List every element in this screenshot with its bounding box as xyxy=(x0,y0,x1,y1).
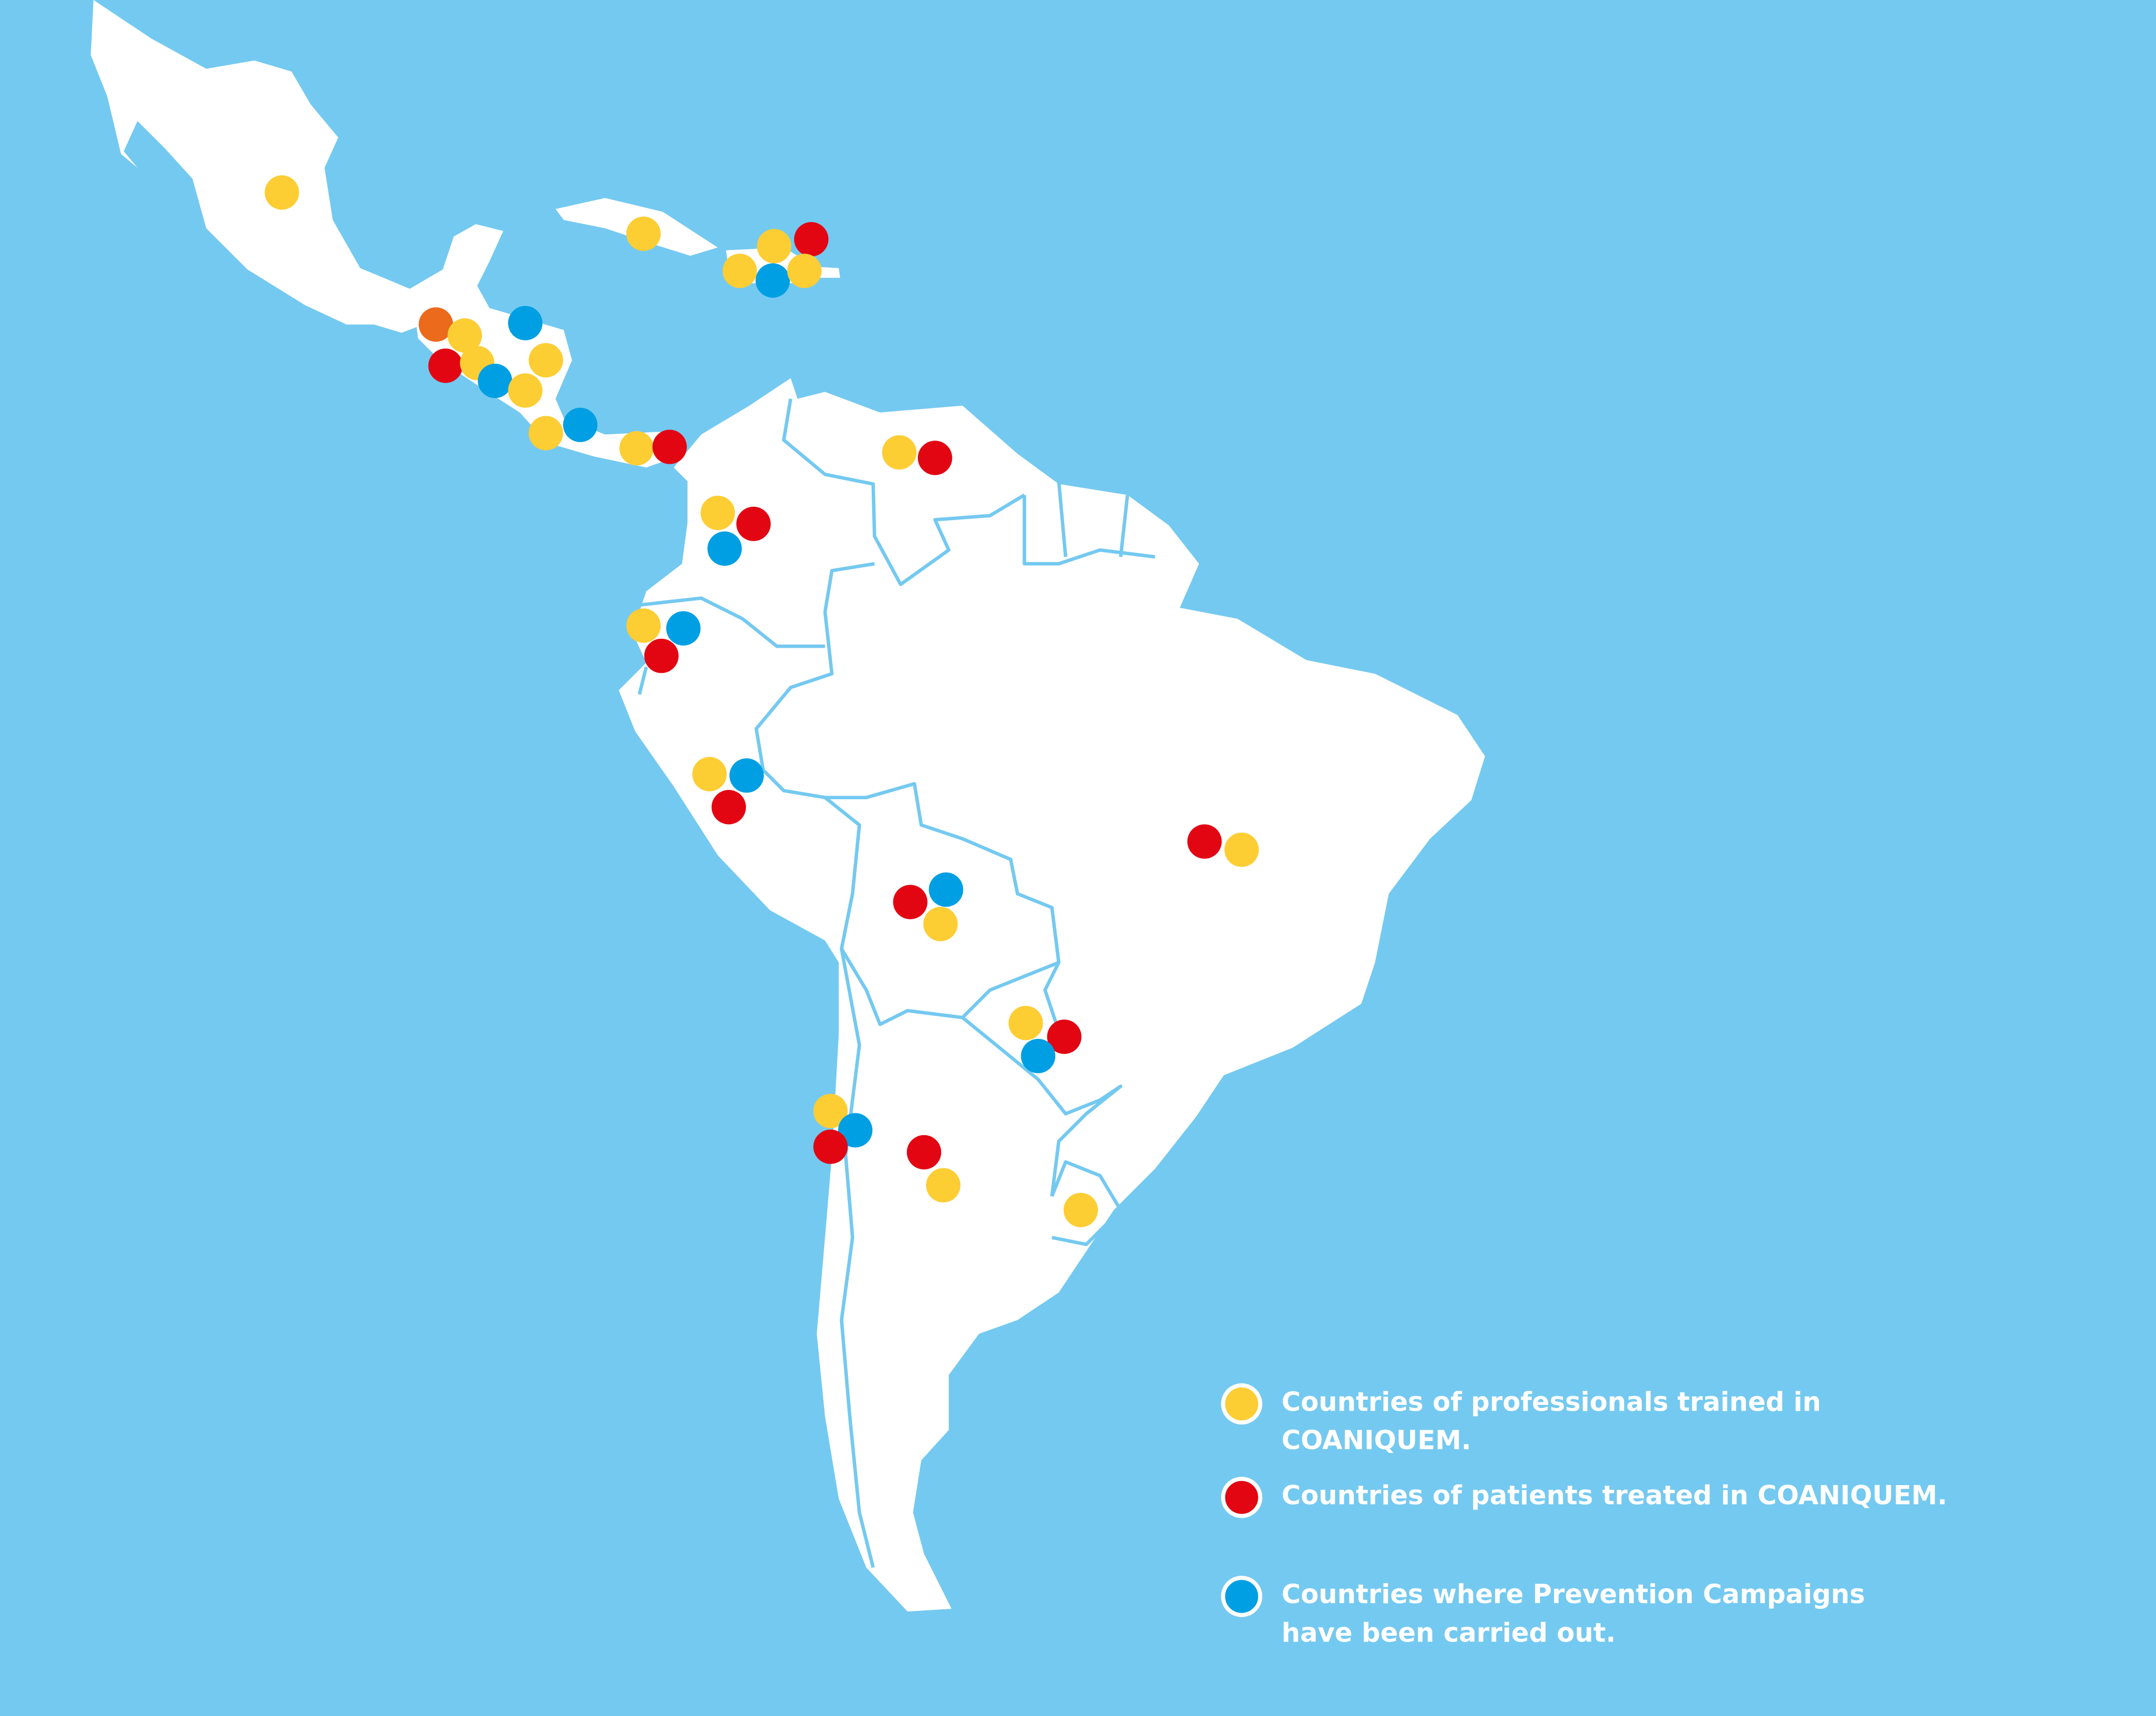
marker-patients-treated xyxy=(652,430,687,464)
marker-patients-treated xyxy=(918,441,952,475)
marker-other xyxy=(418,307,453,342)
land-mexico xyxy=(91,0,504,333)
border-paraguay xyxy=(961,1016,1123,1197)
marker-professionals-trained xyxy=(1224,832,1259,867)
marker-patients-treated xyxy=(813,1130,848,1164)
land-south-america xyxy=(619,378,1485,1612)
legend-item-patients: Countries of patients treated in COANIQU… xyxy=(1221,1476,2101,1518)
marker-patients-treated xyxy=(644,638,679,673)
marker-professionals-trained xyxy=(787,254,822,288)
marker-professionals-trained xyxy=(1008,1006,1043,1040)
marker-professionals-trained xyxy=(692,757,727,791)
marker-patients-treated xyxy=(1047,1019,1082,1054)
marker-prevention-campaigns xyxy=(707,531,742,566)
red-dot-icon xyxy=(1221,1476,1263,1518)
border-guianas xyxy=(1022,481,1155,566)
border-uruguay xyxy=(1050,1160,1123,1246)
blue-dot-icon xyxy=(1221,1576,1263,1617)
marker-professionals-trained xyxy=(529,416,563,450)
marker-patients-treated xyxy=(711,790,746,825)
yellow-dot-icon xyxy=(1221,1383,1263,1425)
marker-professionals-trained xyxy=(619,431,654,466)
marker-professionals-trained xyxy=(882,435,917,470)
marker-professionals-trained xyxy=(923,906,958,942)
markers xyxy=(265,175,1259,1227)
marker-professionals-trained xyxy=(813,1094,848,1128)
marker-patients-treated xyxy=(794,222,829,257)
land-puerto-rico xyxy=(816,267,840,278)
marker-professionals-trained xyxy=(700,495,735,531)
border-chile-argentina xyxy=(840,948,875,1568)
marker-professionals-trained xyxy=(529,343,563,378)
marker-professionals-trained xyxy=(626,608,661,643)
legend-label: Countries where Prevention Campaigns hav… xyxy=(1281,1580,1865,1649)
marker-patients-treated xyxy=(906,1135,942,1170)
marker-prevention-campaigns xyxy=(1021,1038,1055,1074)
border-ecuador-peru xyxy=(637,596,825,695)
marker-professionals-trained xyxy=(508,373,542,408)
marker-prevention-campaigns xyxy=(508,306,542,341)
marker-patients-treated xyxy=(893,885,928,919)
marker-professionals-trained xyxy=(626,216,661,251)
marker-prevention-campaigns xyxy=(729,758,764,793)
marker-prevention-campaigns xyxy=(666,611,701,646)
legend-item-prevention: Countries where Prevention Campaigns hav… xyxy=(1221,1576,2101,1653)
legend-label: Countries of professionals trained in CO… xyxy=(1281,1387,1821,1457)
marker-professionals-trained xyxy=(265,175,299,210)
marker-patients-treated xyxy=(1187,824,1222,859)
marker-patients-treated xyxy=(428,348,463,383)
marker-prevention-campaigns xyxy=(563,407,598,443)
marker-professionals-trained xyxy=(722,254,757,288)
legend-item-professionals: Countries of professionals trained in CO… xyxy=(1221,1383,2101,1460)
border-colombia-venezuela xyxy=(782,398,1025,586)
marker-prevention-campaigns xyxy=(929,872,963,907)
marker-professionals-trained xyxy=(926,1168,961,1202)
marker-prevention-campaigns xyxy=(755,263,790,298)
marker-professionals-trained xyxy=(1063,1193,1098,1227)
marker-professionals-trained xyxy=(447,318,482,353)
marker-prevention-campaigns xyxy=(838,1113,873,1148)
marker-patients-treated xyxy=(736,506,771,541)
border-peru-bolivia xyxy=(824,796,1061,1032)
marker-prevention-campaigns xyxy=(478,363,512,398)
marker-professionals-trained xyxy=(757,229,791,263)
country-borders xyxy=(637,398,1155,1568)
legend-label: Countries of patients treated in COANIQU… xyxy=(1281,1480,1947,1512)
